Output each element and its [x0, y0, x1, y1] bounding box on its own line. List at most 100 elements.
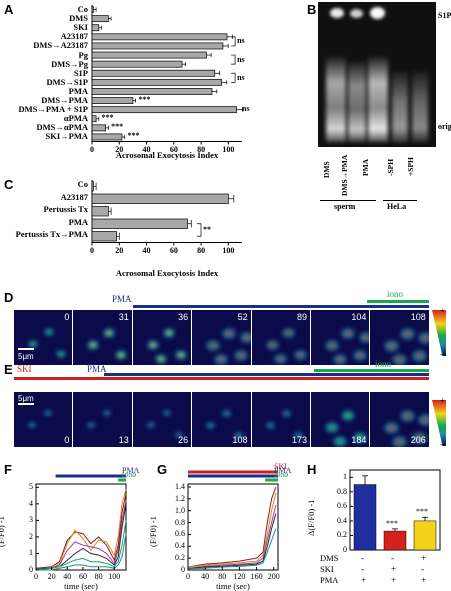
image-frame: 104	[311, 310, 371, 365]
y-tick-label: 0.6	[337, 501, 347, 511]
y-tick-label: 1	[343, 472, 347, 482]
y-tick-label: 1	[29, 548, 33, 558]
y-tick-label: 0	[29, 565, 33, 574]
image-frame: 173	[251, 392, 311, 447]
lane-label-3: PMA	[361, 158, 370, 176]
y-tick-label: 3	[29, 515, 33, 525]
row-label: DMS→A23187	[33, 40, 88, 51]
series-line	[35, 500, 127, 571]
cell-spot	[240, 332, 251, 344]
cell-spot	[400, 328, 416, 340]
bar	[91, 88, 213, 95]
cell-spot	[412, 432, 428, 444]
y-tick-label: 0.6	[175, 529, 185, 539]
pma-label-d: PMA	[112, 294, 132, 304]
cell-spot	[325, 422, 339, 434]
x-tick-label: 20	[115, 245, 124, 255]
image-frame: 36	[132, 310, 193, 365]
lane-label-4: -SPH	[386, 158, 395, 176]
cell-spot	[412, 350, 428, 362]
series-line	[35, 520, 127, 571]
sig-label: ***	[416, 507, 428, 517]
bar	[91, 133, 123, 141]
sperm-bracket	[320, 200, 376, 201]
bar-chart-svg	[349, 469, 441, 551]
bar	[91, 78, 222, 86]
bar-chart-svg	[91, 5, 243, 145]
bar	[91, 6, 94, 13]
bar	[91, 124, 106, 132]
y-tick-label: 2	[29, 531, 33, 541]
y-tick-label: 0.8	[175, 517, 185, 527]
iono-label-e: iono	[375, 359, 392, 369]
cell-spot	[115, 350, 128, 360]
x-tick-label: 120	[233, 572, 246, 581]
sig-bracket	[231, 54, 236, 65]
y-tick-label: 0	[181, 565, 185, 574]
pma-bar-e	[104, 373, 429, 376]
row-label: SKI→PMA	[45, 131, 89, 142]
frame-time: 13	[118, 435, 129, 445]
bar	[91, 231, 117, 242]
y-tick-label: 4	[29, 498, 33, 508]
x-tick-label: 40	[201, 572, 210, 581]
panel-f-letter: F	[4, 462, 12, 477]
cell-spot	[281, 328, 295, 339]
frame-time: 31	[118, 312, 129, 322]
cell-spot	[103, 328, 116, 338]
cell-spot	[206, 340, 221, 352]
condition-label: DMS	[320, 553, 339, 563]
cell-spot	[146, 340, 159, 350]
s1p-band-1	[330, 8, 344, 18]
x-tick-label: 100	[222, 144, 235, 154]
line-chart-svg	[35, 474, 127, 571]
panel-a-xlabel: Acrosomal Exocytosis Index	[115, 150, 219, 160]
bar-chart-svg	[91, 180, 242, 246]
treatment-label: iono	[274, 470, 289, 479]
image-frame: 108	[370, 310, 430, 365]
y-tick-label: 5	[29, 482, 33, 492]
x-tick-label: 40	[63, 572, 72, 581]
y-tick-label: 1.0	[175, 505, 185, 515]
cell-spot	[341, 410, 355, 422]
bar	[353, 484, 377, 551]
sig-label: ***	[101, 113, 114, 123]
hela-bracket	[383, 200, 417, 201]
x-tick-label: 20	[115, 144, 124, 154]
frame-time: 36	[178, 312, 189, 322]
x-tick-label: 60	[169, 144, 178, 154]
row-label: DMS→Pg	[51, 58, 88, 69]
frame-time: 206	[410, 435, 426, 445]
sig-label: ns	[237, 36, 245, 46]
frame-time: 89	[296, 312, 307, 322]
row-label: DMS→PMA + S1P	[18, 104, 88, 115]
image-frame: 13	[73, 392, 133, 447]
plot-frame	[187, 483, 279, 571]
bar	[91, 42, 224, 50]
sig-label: ***	[386, 518, 398, 528]
panel-a-letter: A	[4, 2, 14, 17]
x-tick-label: 0	[90, 144, 94, 154]
bar	[383, 530, 407, 551]
s1p-label: S1P	[438, 11, 451, 20]
x-tick-label: 80	[94, 572, 103, 581]
sperm-label: sperm	[334, 202, 356, 211]
row-label: PMA	[68, 85, 88, 96]
line-chart-svg	[187, 470, 279, 571]
ski-bar-e	[14, 377, 429, 380]
bar	[91, 51, 207, 59]
row-label: Co	[77, 179, 88, 189]
cell-spot	[273, 354, 287, 365]
sig-label: **	[203, 225, 211, 234]
x-tick-label: 0	[34, 572, 38, 581]
y-axis-label: (F/F0) -1	[0, 516, 6, 547]
lane-label-2: DMS→PMA	[340, 154, 349, 196]
row-label: S1P	[73, 67, 88, 78]
cell-spot	[154, 354, 167, 364]
bar	[91, 33, 228, 41]
scale-bar	[18, 348, 34, 350]
series-line	[36, 488, 127, 569]
cell-spot	[222, 410, 232, 418]
row-label: DMS	[69, 13, 88, 24]
frame-time: 0	[64, 312, 70, 322]
